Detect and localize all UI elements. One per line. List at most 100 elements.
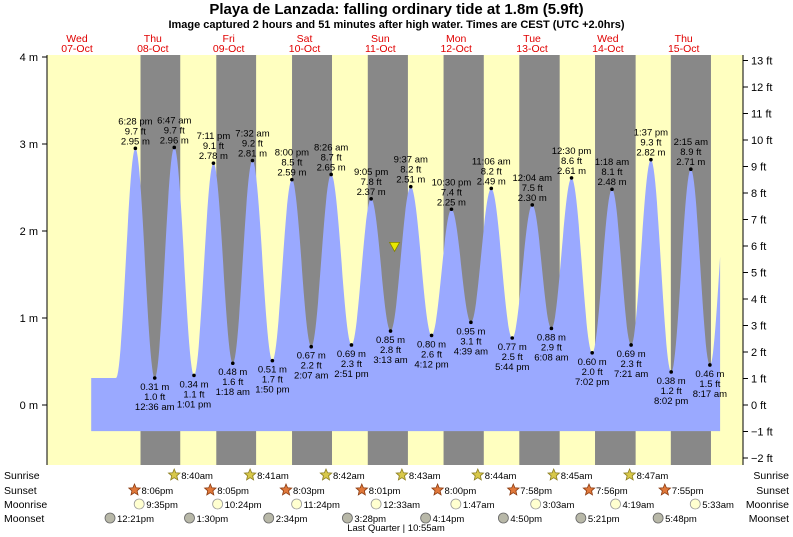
high-tide-m: 2.65 m [317, 162, 346, 173]
high-tide-time: 7:32 am [235, 129, 269, 140]
sunrise-row-label-right: Sunrise [753, 470, 789, 482]
low-tide-time: 2:07 am [294, 371, 328, 382]
high-tide-ft: 8.2 ft [481, 166, 502, 177]
high-tide-m: 2.25 m [437, 197, 466, 208]
day-date: 10-Oct [289, 43, 321, 55]
low-tide-ft: 2.9 ft [541, 342, 562, 353]
low-tide-time: 8:02 pm [654, 396, 688, 407]
y-tick-label-ft: 5 ft [751, 268, 766, 280]
moonrise-time: 5:33am [702, 500, 734, 511]
tide-extreme-point [629, 343, 633, 347]
tide-extreme-point [689, 167, 693, 172]
day-name: Fri [223, 33, 235, 45]
high-tide-ft: 8.6 ft [561, 156, 582, 167]
y-tick-label-ft: 11 ft [751, 109, 772, 121]
sunset-time: 7:58pm [520, 486, 552, 497]
moonrise-row-label-right: Moonrise [746, 499, 789, 511]
moonrise-icon [212, 498, 224, 510]
low-tide-time: 4:39 am [454, 346, 488, 357]
moonset-icon [263, 512, 275, 524]
low-tide-m: 0.48 m [218, 367, 247, 378]
moonset-icon [420, 512, 432, 524]
high-tide-time: 6:28 pm [118, 116, 152, 127]
moonset-time: 5:48pm [665, 514, 697, 525]
tide-extreme-point [172, 145, 177, 150]
y-tick-label-ft: 0 ft [751, 400, 766, 412]
low-tide-ft: 2.8 ft [380, 345, 401, 356]
current-level-marker [388, 242, 401, 253]
high-tide-ft: 9.2 ft [242, 139, 263, 150]
low-tide-ft: 2.3 ft [341, 359, 362, 370]
low-tide-time: 4:12 pm [414, 359, 448, 370]
day-name: Sat [297, 33, 313, 45]
low-tide-m: 0.80 m [417, 339, 446, 350]
low-tide-m: 0.31 m [140, 382, 169, 393]
tide-extreme-point [270, 358, 275, 363]
high-tide-ft: 9.7 ft [125, 126, 146, 137]
low-tide-ft: 2.5 ft [502, 352, 523, 363]
moonset-row-label-right: Moonset [749, 513, 789, 525]
day-name: Thu [144, 33, 162, 45]
moonrise-time: 12:33am [383, 500, 420, 511]
high-tide-time: 2:15 am [674, 137, 708, 148]
moon-phase-label: Last Quarter | 10:55am [347, 523, 445, 534]
moonrise-icon [291, 498, 303, 510]
high-tide-m: 2.37 m [357, 187, 386, 198]
day-date: 07-Oct [61, 43, 93, 55]
moonrise-time: 1:47am [463, 500, 495, 511]
tide-extreme-point [192, 373, 196, 378]
high-tide-time: 1:37 pm [634, 128, 668, 139]
low-tide-time: 12:36 am [135, 402, 175, 413]
high-tide-m: 2.51 m [396, 175, 425, 186]
y-tick-label-ft: 13 ft [751, 56, 772, 68]
day-date: 14-Oct [592, 43, 624, 55]
tide-extreme-point [290, 177, 294, 182]
low-tide-ft: 1.7 ft [262, 375, 283, 386]
chart-subtitle: Image captured 2 hours and 51 minutes af… [168, 19, 624, 31]
sunrise-icon [243, 467, 257, 481]
moonset-time: 1:30pm [197, 514, 229, 525]
sunrise-time: 8:43am [409, 471, 441, 482]
high-tide-m: 2.48 m [597, 177, 626, 188]
low-tide-time: 2:51 pm [334, 369, 368, 380]
tide-extreme-point [510, 336, 515, 340]
high-tide-time: 8:26 am [314, 142, 348, 153]
high-tide-time: 7:11 pm [197, 131, 231, 142]
high-tide-m: 2.82 m [636, 148, 665, 159]
y-tick-label-ft: 12 ft [751, 82, 772, 94]
high-tide-m: 2.78 m [199, 151, 228, 162]
y-tick-label-ft: 2 ft [751, 347, 766, 359]
high-tide-m: 2.30 m [518, 193, 547, 204]
moonrise-time: 9:35pm [146, 500, 178, 511]
tide-extreme-point [250, 158, 255, 163]
low-tide-time: 7:21 am [614, 369, 648, 380]
moonrise-icon [133, 498, 145, 510]
y-tick-label-m: 4 m [20, 52, 38, 64]
tide-extreme-point [152, 376, 157, 380]
low-tide-m: 0.60 m [578, 357, 607, 368]
y-tick-label-ft: 4 ft [751, 294, 766, 306]
chart-title: Playa de Lanzada: falling ordinary tide … [209, 1, 583, 18]
moonrise-icon [610, 498, 621, 510]
tide-extreme-point [590, 351, 594, 355]
y-tick-label-ft: 7 ft [751, 215, 766, 227]
sunrise-time: 8:44am [485, 471, 517, 482]
high-tide-ft: 8.7 ft [321, 152, 342, 163]
low-tide-time: 1:01 pm [177, 399, 211, 410]
low-tide-m: 0.67 m [297, 351, 326, 362]
day-date: 11-Oct [365, 43, 396, 55]
high-tide-time: 1:18 am [595, 157, 629, 168]
moonset-time: 4:14pm [433, 514, 465, 525]
sunrise-icon [167, 467, 181, 481]
low-tide-m: 0.51 m [258, 365, 287, 376]
low-tide-ft: 1.0 ft [144, 392, 165, 403]
sunset-icon [658, 482, 672, 496]
sunset-icon [355, 482, 369, 496]
day-name: Sun [371, 33, 390, 45]
y-tick-label-m: 0 m [20, 400, 38, 412]
high-tide-time: 10:30 pm [432, 177, 472, 188]
low-tide-ft: 1.6 ft [222, 377, 243, 388]
moonset-time: 12:21pm [117, 514, 154, 525]
high-tide-ft: 9.1 ft [203, 141, 224, 152]
